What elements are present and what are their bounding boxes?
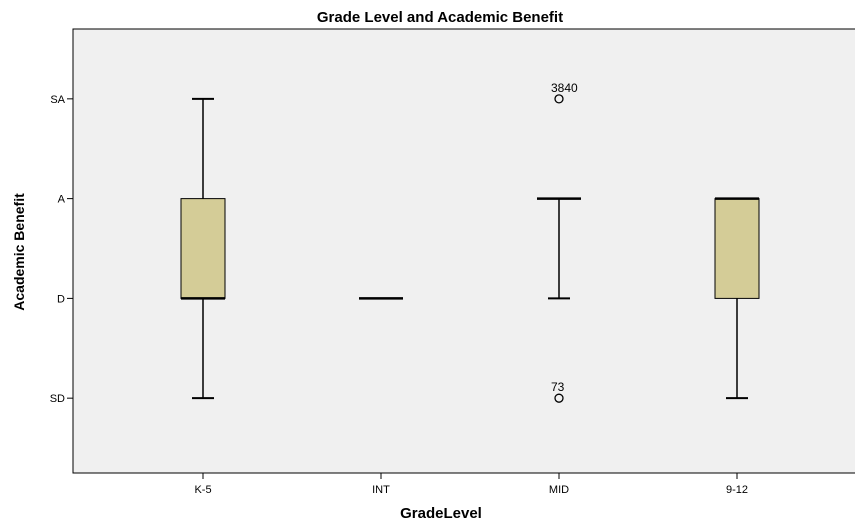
y-axis: SD D A SA [50, 94, 73, 405]
x-tick-label: MID [549, 484, 569, 496]
outlier-point [554, 94, 564, 104]
chart-title: Grade Level and Academic Benefit [317, 9, 563, 26]
y-axis-label: Academic Benefit [11, 193, 27, 311]
box-9-12 [714, 197, 760, 400]
y-tick-label: SA [50, 94, 65, 106]
x-tick-label: INT [372, 484, 390, 496]
x-axis-label: GradeLevel [400, 505, 482, 522]
outlier-point [554, 393, 564, 403]
box-iqr [714, 198, 760, 299]
x-axis: K-5 INT MID 9-12 [194, 473, 748, 496]
x-tick-label: 9-12 [726, 484, 748, 496]
boxes: 3840 73 [180, 81, 760, 403]
outlier-label: 3840 [551, 81, 578, 95]
y-tick-label: A [58, 194, 66, 206]
box-mid: 3840 73 [537, 81, 581, 403]
y-tick-label: SD [50, 393, 65, 405]
box-k-5 [180, 97, 226, 400]
outlier-label: 73 [551, 380, 565, 394]
x-tick-label: K-5 [194, 484, 211, 496]
box-iqr [180, 198, 226, 299]
y-tick-label: D [57, 293, 65, 305]
